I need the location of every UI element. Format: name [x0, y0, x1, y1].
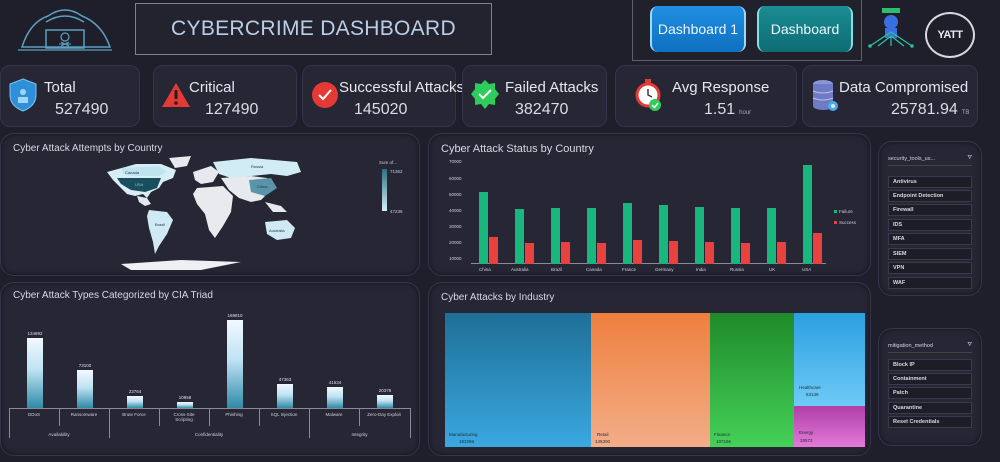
svg-text:China: China — [257, 184, 268, 189]
status-bars — [471, 160, 826, 264]
slicer-item-patch[interactable]: Patch — [888, 387, 972, 399]
ai-graduate-logo-icon — [866, 6, 916, 52]
slicer-item-firewall[interactable]: Firewall — [888, 204, 972, 216]
map-panel: Cyber Attack Attempts by Country Canada … — [0, 133, 420, 276]
treemap-healthcare[interactable]: Healthcare 63139 — [794, 313, 865, 406]
clear-filter-icon[interactable]: ⛛ — [967, 342, 972, 348]
stopwatch-icon — [630, 77, 662, 113]
red-check-circle-icon — [309, 77, 341, 113]
slicer-item-endpoint-detection[interactable]: Endpoint Detection — [888, 190, 972, 202]
cia-bars: 134892 73100 23764 10958 169810 47363 41… — [9, 303, 411, 408]
hacker-logo-icon — [10, 2, 120, 56]
kpi-card-successful-attacks: Successful Attacks 145020 — [302, 65, 464, 127]
mitigation-method-slicer: mitigation_method ⛛ Block IP Containment… — [878, 328, 982, 446]
treemap-energy[interactable]: Energy 28573 — [794, 406, 865, 447]
slicer-item-quarantine[interactable]: Quarantine — [888, 402, 972, 414]
svg-text:Russia: Russia — [251, 164, 264, 169]
slicer-item-waf[interactable]: WAF — [888, 277, 972, 289]
world-map[interactable]: Canada USA Russia China Brazil Australia — [101, 154, 311, 274]
slicer-header: security_tools_us... — [888, 155, 936, 162]
svg-text:Brazil: Brazil — [155, 222, 165, 227]
kpi-card-avg-response: Avg Response 1.51 hour — [615, 65, 797, 127]
slicer-item-vpn[interactable]: VPN — [888, 262, 972, 274]
slicer-header: mitigation_method — [888, 342, 933, 349]
legend-success-swatch — [834, 221, 837, 224]
slicer-item-antivirus[interactable]: Antivirus — [888, 176, 972, 188]
nav-button-group: Dashboard 1 Dashboard — [632, 0, 862, 61]
svg-text:Australia: Australia — [269, 228, 285, 233]
kpi-card-total: Total 527490 — [0, 65, 140, 127]
status-chart-panel: Cyber Attack Status by Country 70000 600… — [428, 133, 871, 276]
industry-treemap-panel: Cyber Attacks by Industry Manufacturing … — [428, 282, 871, 456]
legend-failure-swatch — [834, 210, 837, 213]
status-chart-title: Cyber Attack Status by Country — [441, 143, 594, 155]
slicer-item-ids[interactable]: IDS — [888, 219, 972, 231]
map-title: Cyber Attack Attempts by Country — [13, 143, 163, 154]
database-gear-icon — [809, 77, 841, 113]
green-check-badge-icon — [469, 77, 501, 113]
yatt-logo: YATT — [925, 12, 975, 58]
treemap-retail[interactable]: Retail 145300 — [591, 313, 710, 447]
cia-triad-panel: Cyber Attack Types Categorized by CIA Tr… — [0, 282, 420, 456]
slicer-item-mfa[interactable]: MFA — [888, 233, 972, 245]
svg-text:USA: USA — [135, 182, 144, 187]
clear-filter-icon[interactable]: ⛛ — [967, 155, 972, 161]
page-title: CYBERCRIME DASHBOARD — [135, 3, 492, 55]
security-tools-slicer: security_tools_us... ⛛ Antivirus Endpoin… — [878, 141, 982, 296]
svg-text:Canada: Canada — [125, 170, 140, 175]
shield-icon — [7, 77, 39, 113]
slicer-item-siem[interactable]: SIEM — [888, 248, 972, 260]
cia-title: Cyber Attack Types Categorized by CIA Tr… — [13, 290, 213, 301]
kpi-card-failed-attacks: Failed Attacks 382470 — [462, 65, 607, 127]
slicer-item-reset-credentials[interactable]: Reset Credentials — [888, 416, 972, 428]
kpi-card-data-compromised: Data Compromised 25781.94 TB — [802, 65, 978, 127]
slicer-item-block-ip[interactable]: Block IP — [888, 359, 972, 371]
industry-title: Cyber Attacks by Industry — [441, 292, 555, 303]
map-legend-gradient — [382, 169, 387, 211]
treemap-manufacturing[interactable]: Manufacturing 183268 — [445, 313, 591, 447]
warning-triangle-icon — [160, 77, 192, 113]
kpi-card-critical: Critical 127490 — [153, 65, 297, 127]
treemap-finance[interactable]: Finance 107166 — [710, 313, 794, 447]
dashboard-button[interactable]: Dashboard — [757, 6, 853, 52]
dashboard-1-button[interactable]: Dashboard 1 — [650, 6, 746, 52]
slicer-item-containment[interactable]: Containment — [888, 373, 972, 385]
